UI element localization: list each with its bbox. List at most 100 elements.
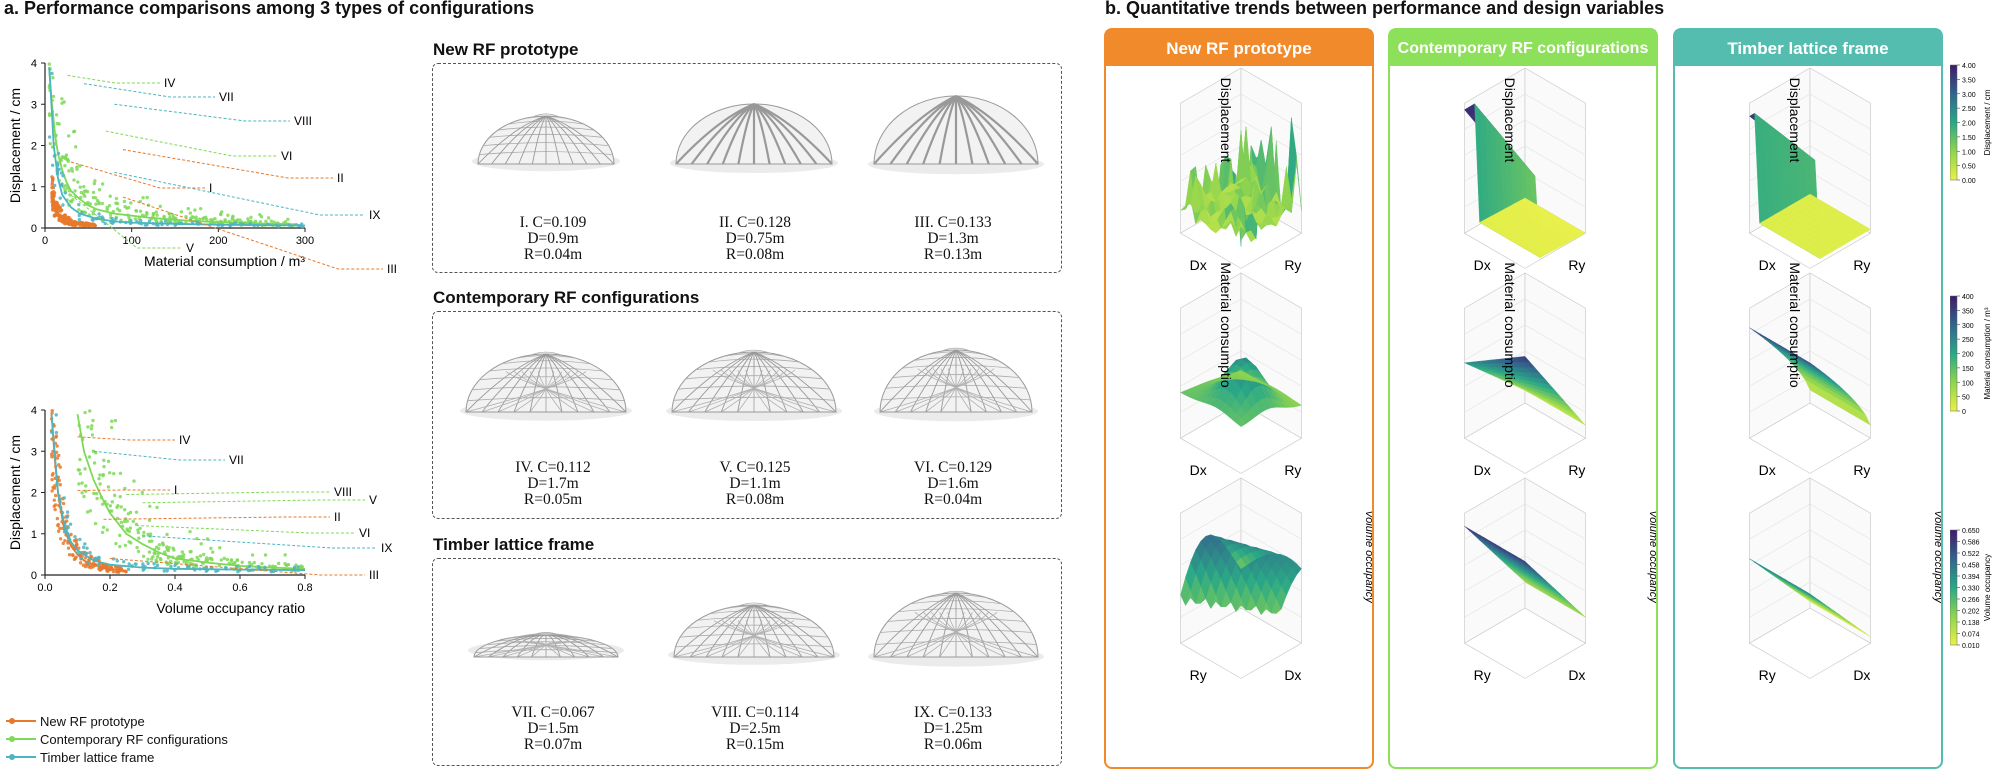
data-point <box>60 101 64 105</box>
data-point <box>286 217 290 221</box>
data-point <box>49 452 54 457</box>
colorbar-tick-label: 50 <box>1962 395 1970 402</box>
x-tick-label: 0.2 <box>102 582 117 594</box>
data-point <box>257 564 261 569</box>
axis-label-ry: Ry <box>1568 462 1585 478</box>
colorbar-tick-label: 0.138 <box>1962 620 1980 627</box>
data-point <box>219 212 223 216</box>
colorbar-tick-label: 0.650 <box>1962 528 1980 535</box>
data-point <box>186 206 190 211</box>
data-point <box>123 486 127 491</box>
data-point <box>198 206 203 211</box>
axis-label-z: Displacement <box>1787 78 1803 163</box>
data-point <box>136 549 141 554</box>
dome-rib <box>688 351 755 413</box>
data-point <box>91 190 96 195</box>
data-point <box>72 130 76 134</box>
surface-plots: Dx Ry Displacement Dx Ry Material consumptio R… <box>1463 68 1656 683</box>
y-axis-label: Displacement / cm <box>7 435 23 550</box>
dome-image-viii <box>668 602 840 665</box>
data-point <box>114 541 118 546</box>
colorbar-label: Volume occupancy <box>1983 554 1992 621</box>
data-point <box>199 542 203 546</box>
data-point <box>80 491 84 495</box>
data-point <box>118 533 122 538</box>
data-point <box>61 203 65 207</box>
data-point <box>190 215 194 219</box>
colorbar-tick-label: 200 <box>1962 352 1974 359</box>
data-point <box>64 519 69 523</box>
data-point <box>210 557 214 562</box>
data-point <box>139 218 143 223</box>
data-point <box>142 530 146 535</box>
colorbar-tick-label: 4.00 <box>1962 63 1976 70</box>
data-point <box>96 563 101 567</box>
y-axis-label: Displacement / cm <box>7 88 23 203</box>
colorbar-tick-label: 0.586 <box>1962 540 1980 547</box>
annotation-leader <box>77 436 175 441</box>
y-tick-label: 2 <box>31 488 37 500</box>
surface-patch <box>1519 387 1531 394</box>
data-point <box>92 208 96 213</box>
colorbar: 4.00 3.50 3.00 2.50 2.00 1.50 1.00 0.50 0.00 Disp… <box>1950 63 1992 185</box>
data-point <box>54 113 59 117</box>
data-point <box>89 565 93 570</box>
data-point <box>235 218 240 222</box>
data-point <box>134 510 139 514</box>
data-point <box>97 200 101 205</box>
colorbars: 4.00 3.50 3.00 2.50 2.00 1.50 1.00 0.50 0.00 Disp… <box>1950 63 1992 650</box>
data-point <box>100 530 105 535</box>
data-point <box>86 425 90 429</box>
dome-rib <box>925 349 957 413</box>
data-point <box>61 541 65 546</box>
y-tick-label: 0 <box>31 223 37 235</box>
axis-label-dx: Dx <box>1759 257 1776 273</box>
data-point <box>141 554 146 559</box>
data-point <box>79 190 84 195</box>
data-point <box>219 558 223 562</box>
legend-marker-icon <box>6 754 36 760</box>
axis-label-ry: Ry <box>1284 257 1301 273</box>
data-point <box>263 553 268 557</box>
data-point <box>50 408 54 413</box>
data-point <box>171 213 175 218</box>
surface-patch <box>1519 577 1531 586</box>
data-point <box>91 449 95 453</box>
data-point <box>197 217 202 221</box>
data-point <box>78 561 83 565</box>
dome-rib <box>737 604 755 658</box>
data-point <box>129 201 133 205</box>
data-point <box>72 178 76 182</box>
data-point <box>122 507 127 512</box>
data-point <box>83 467 87 471</box>
data-point <box>276 561 281 566</box>
dome-rib <box>938 95 958 165</box>
data-point <box>64 153 69 157</box>
data-point <box>152 551 156 555</box>
data-point <box>89 554 93 558</box>
surface-gridline <box>1749 503 1871 540</box>
data-point <box>162 569 166 573</box>
surface-gridline <box>1180 119 1302 156</box>
dome-rib <box>894 349 957 413</box>
data-point <box>52 214 57 218</box>
surface-patch <box>1235 557 1247 570</box>
data-point <box>292 565 297 569</box>
dome-rib <box>753 351 788 413</box>
dome-rib <box>873 592 957 658</box>
data-point <box>50 178 55 182</box>
data-point <box>56 203 61 208</box>
axis-label-dx: Dx <box>1474 462 1491 478</box>
axis-label-z: Material consumptio <box>1218 262 1234 387</box>
data-point <box>218 546 222 550</box>
data-point <box>48 141 52 146</box>
data-point <box>185 565 190 569</box>
data-point <box>53 493 58 498</box>
y-tick-label: 4 <box>31 405 37 417</box>
annotation-leader <box>122 149 333 179</box>
dome-rib <box>713 620 835 658</box>
surface-plot: Ry Dx Volume occupancy <box>1748 477 1941 683</box>
group-title-contemporary-rf: Contemporary RF configurations <box>433 288 700 307</box>
data-point <box>95 496 99 501</box>
data-point <box>66 134 71 138</box>
